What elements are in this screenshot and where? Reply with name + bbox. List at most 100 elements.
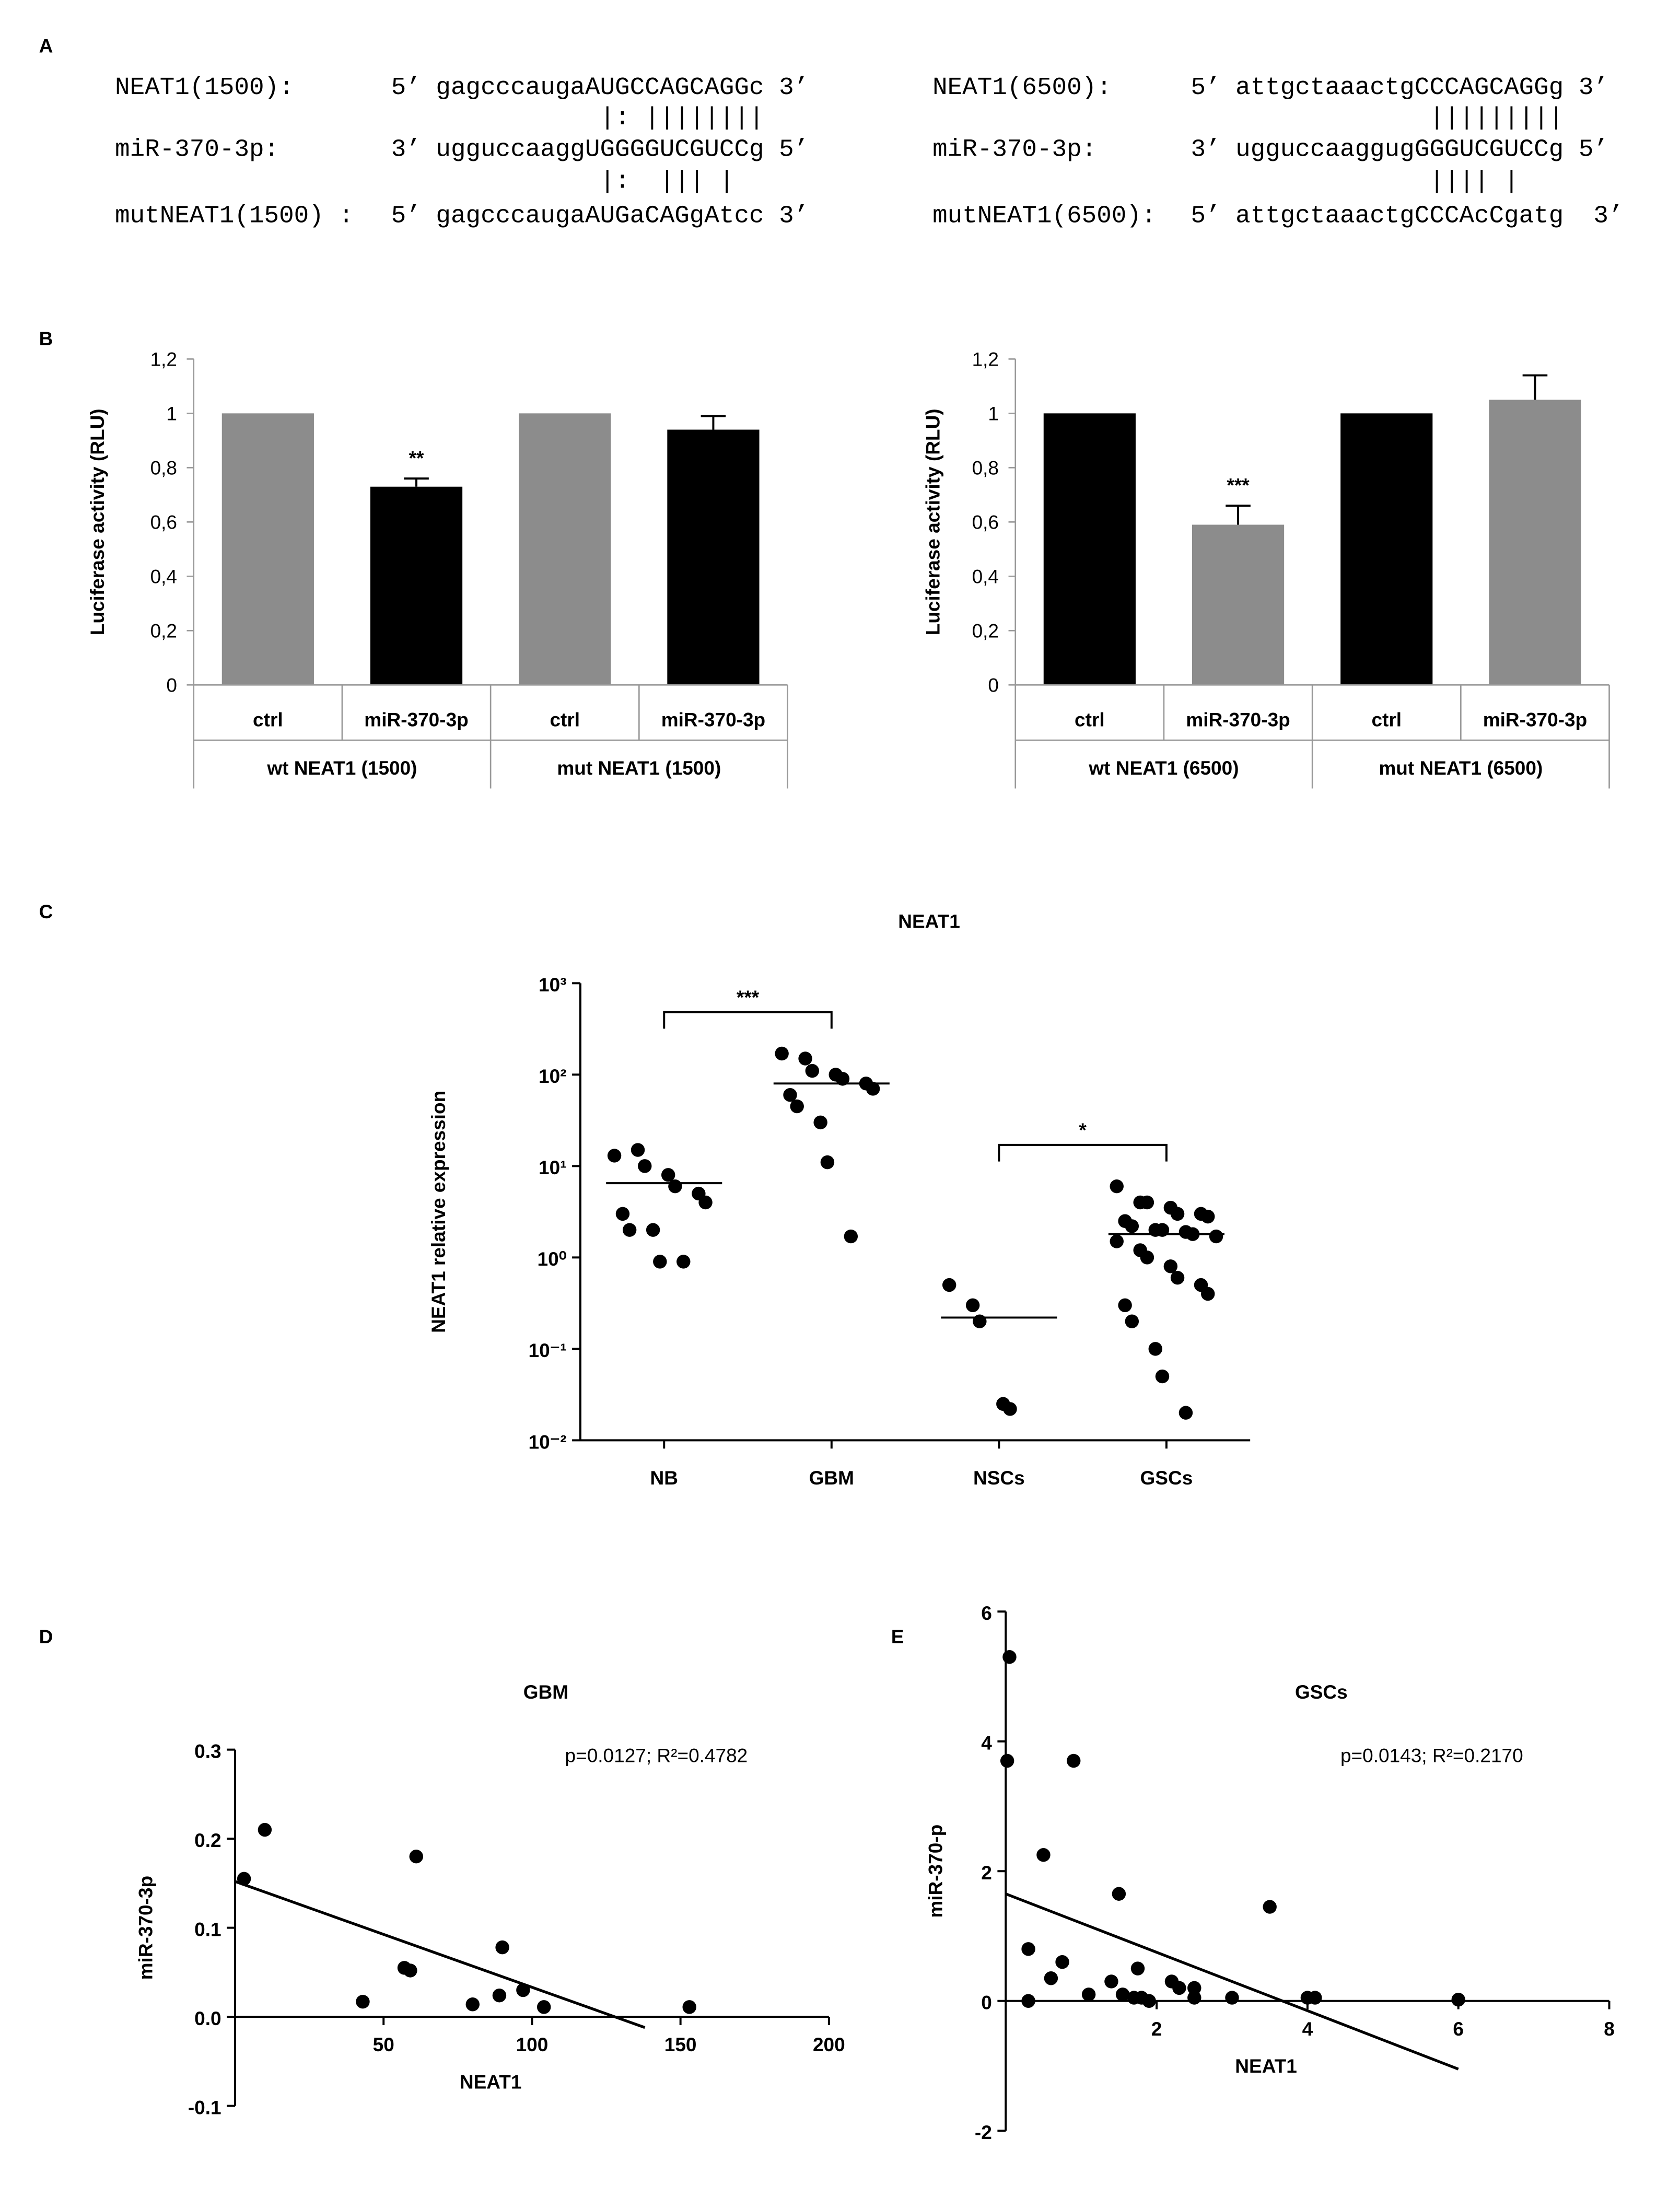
- dot: [1140, 1250, 1154, 1265]
- dot: [661, 1168, 675, 1182]
- sequence-label: mutNEAT1(6500):: [932, 202, 1156, 230]
- y-tick-label: 1: [166, 403, 177, 425]
- panel-label: C: [39, 901, 53, 922]
- dot: [1170, 1207, 1185, 1221]
- y-axis-label: Luciferase activity (RLU): [921, 408, 943, 635]
- point: [356, 1994, 370, 2009]
- significance: ***: [1227, 474, 1250, 496]
- bar: [1192, 524, 1285, 685]
- dot: [1201, 1287, 1215, 1301]
- y-tick-label: 0,8: [150, 457, 177, 479]
- y-tick-label: 4: [981, 1732, 992, 1754]
- comparison-bracket: [663, 1011, 833, 1029]
- panel-label: A: [39, 34, 53, 56]
- y-tick-label: 0.2: [194, 1829, 221, 1851]
- dot: [631, 1143, 645, 1157]
- panel-label: B: [39, 328, 53, 349]
- y-tick-label: 1,2: [150, 348, 177, 370]
- base-pairing: |||||||||: [1429, 104, 1564, 132]
- point: [1055, 1955, 1069, 1969]
- x-tick-label: NSCs: [973, 1467, 1025, 1489]
- y-tick-label: -0.1: [188, 2097, 221, 2119]
- dot: [1125, 1314, 1139, 1328]
- x-tick-label: GSCs: [1140, 1467, 1193, 1489]
- point: [1142, 1994, 1156, 2008]
- chart-title: GSCs: [1295, 1681, 1348, 1703]
- point: [1021, 1994, 1035, 2008]
- regression-line: [1005, 1892, 1459, 2071]
- point: [1036, 1848, 1051, 1862]
- dot: [1110, 1179, 1124, 1194]
- chart-title: NEAT1: [898, 910, 960, 932]
- annotation: p=0.0143; R²=0.2170: [1340, 1744, 1523, 1766]
- point: [536, 2000, 551, 2014]
- point: [409, 1849, 423, 1864]
- error-bar: [1226, 505, 1251, 525]
- dot: [676, 1255, 691, 1269]
- point: [1172, 1981, 1186, 1995]
- x-tick-label: 4: [1302, 2018, 1313, 2040]
- y-tick-label: 10³: [539, 974, 566, 996]
- point: [1263, 1900, 1277, 1914]
- dot: [646, 1223, 660, 1237]
- y-axis-label: NEAT1 relative expression: [427, 1091, 449, 1333]
- sequence-label: NEAT1(1500):: [115, 74, 294, 102]
- x-tick-label: NB: [650, 1467, 678, 1489]
- comparison-label: ***: [737, 986, 760, 1008]
- y-tick-label: 10⁰: [538, 1248, 567, 1270]
- x-tick-label: GBM: [809, 1467, 854, 1489]
- point: [1115, 1988, 1130, 2002]
- sequence: 5’ attgctaaactgCCCAcCgatg 3’: [1191, 202, 1624, 230]
- y-tick-label: 10²: [539, 1065, 566, 1087]
- bar: [667, 429, 760, 685]
- y-tick-label: 1,2: [972, 348, 999, 370]
- point: [1104, 1974, 1118, 1989]
- point: [1187, 1981, 1201, 1995]
- bar: [1489, 400, 1581, 685]
- point: [258, 1822, 272, 1837]
- bar: [370, 486, 463, 685]
- sequence-label: mutNEAT1(1500) :: [115, 202, 354, 230]
- dot: [1163, 1259, 1178, 1273]
- y-axis-label: miR-370-p: [925, 1825, 947, 1918]
- dot: [698, 1195, 713, 1210]
- dot: [1148, 1342, 1162, 1356]
- y-tick-label: 10⁻²: [529, 1431, 567, 1453]
- dot: [1209, 1229, 1223, 1244]
- sequence: 3’ ugguccaaggUGGGGUCGUCCg 5’: [391, 136, 809, 164]
- dot: [1140, 1195, 1154, 1210]
- regression-line: [235, 1880, 646, 2029]
- point: [1044, 1971, 1058, 1985]
- dot: [1125, 1219, 1139, 1233]
- dot: [790, 1099, 804, 1114]
- dot: [973, 1314, 987, 1328]
- point: [1308, 1991, 1322, 2005]
- x-tick-label: miR-370-3p: [364, 709, 468, 731]
- dot: [805, 1063, 820, 1078]
- comparison-bracket: [998, 1143, 1168, 1162]
- comparison-label: *: [1079, 1119, 1087, 1141]
- point: [1002, 1650, 1017, 1664]
- y-tick-label: 0: [988, 674, 999, 696]
- bar: [1340, 413, 1433, 685]
- point: [1081, 1988, 1096, 2002]
- dot: [668, 1179, 682, 1194]
- y-axis-label: Luciferase activity (RLU): [86, 408, 108, 635]
- panel-label: D: [39, 1626, 53, 1647]
- y-tick-label: 0,8: [972, 457, 999, 479]
- x-tick-label: 8: [1604, 2018, 1615, 2040]
- bar: [1043, 413, 1136, 685]
- dot: [820, 1155, 835, 1170]
- point: [682, 2000, 696, 2014]
- y-tick-label: 0.1: [194, 1918, 221, 1940]
- dot: [1201, 1209, 1215, 1224]
- point: [403, 1963, 417, 1978]
- dot: [1110, 1234, 1124, 1248]
- base-pairing: |: ||||||||: [600, 104, 764, 132]
- dot: [638, 1159, 652, 1173]
- y-tick-label: 2: [981, 1862, 992, 1884]
- y-tick-label: 0: [981, 1992, 992, 2014]
- dot: [942, 1278, 956, 1292]
